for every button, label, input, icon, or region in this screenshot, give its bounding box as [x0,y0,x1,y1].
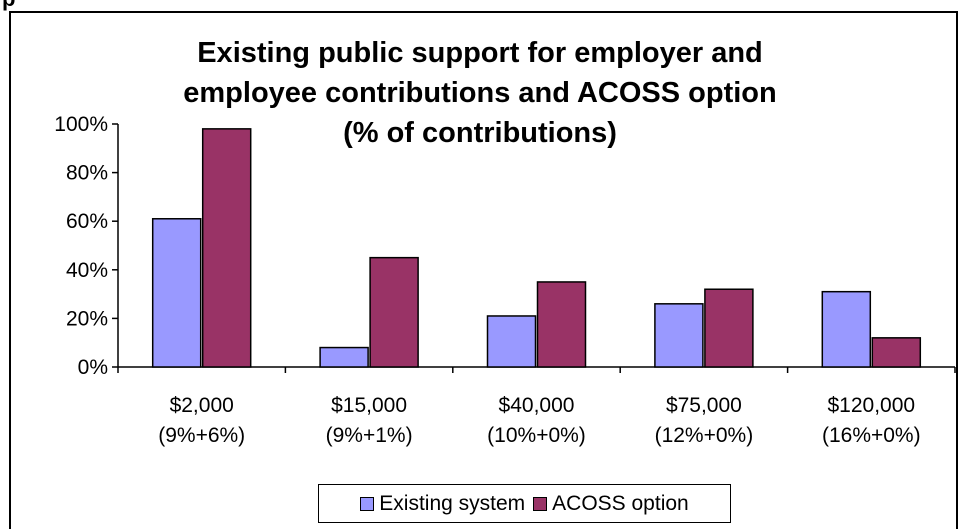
legend-label-acoss-option: ACOSS option [552,491,689,515]
legend-swatch-existing-system [360,496,375,511]
x-category-label: $15,000 [331,394,407,417]
y-tick-label: 80% [66,162,108,185]
y-tick-label: 100% [54,113,108,136]
chart-title-line-2: employee contributions and ACOSS option [183,77,777,109]
bar-existing-system-4 [654,303,704,368]
legend-item-existing-system: Existing system [360,492,525,516]
bar-acoss-option-5 [871,337,922,368]
x-category-sublabel: (9%+1%) [326,424,413,447]
y-tick-label: 0% [78,356,108,379]
x-category-label: $75,000 [666,394,742,417]
x-category-sublabel: (9%+6%) [158,424,245,447]
legend-item-acoss-option: ACOSS option [533,492,689,516]
y-tick-label: 20% [66,307,108,330]
legend-label-existing-system: Existing system [379,491,526,515]
bar-acoss-option-2 [369,256,419,368]
chart-legend: Existing system ACOSS option [318,484,731,523]
x-category-label: $2,000 [170,394,234,417]
bar-existing-system-5 [821,290,872,368]
chart-title: Existing public support for employer and… [0,33,960,153]
bar-existing-system-2 [319,346,369,368]
x-category-sublabel: (12%+0%) [655,424,754,447]
bar-existing-system-1 [151,218,202,368]
x-category-label: $120,000 [828,394,916,417]
y-tick-label: 60% [66,210,108,233]
y-tick-label: 40% [66,259,108,282]
bar-acoss-option-4 [704,288,754,368]
chart-title-line-1: Existing public support for employer and [197,37,763,69]
bar-acoss-option-1 [201,128,252,368]
bar-existing-system-3 [486,315,537,368]
page-heading-fragment: p [2,0,15,10]
x-category-label: $40,000 [499,394,575,417]
x-category-sublabel: (16%+0%) [822,424,921,447]
legend-swatch-acoss-option [533,496,548,511]
bar-acoss-option-3 [536,281,587,368]
chart-title-line-3: (% of contributions) [343,117,617,149]
x-category-sublabel: (10%+0%) [487,424,586,447]
